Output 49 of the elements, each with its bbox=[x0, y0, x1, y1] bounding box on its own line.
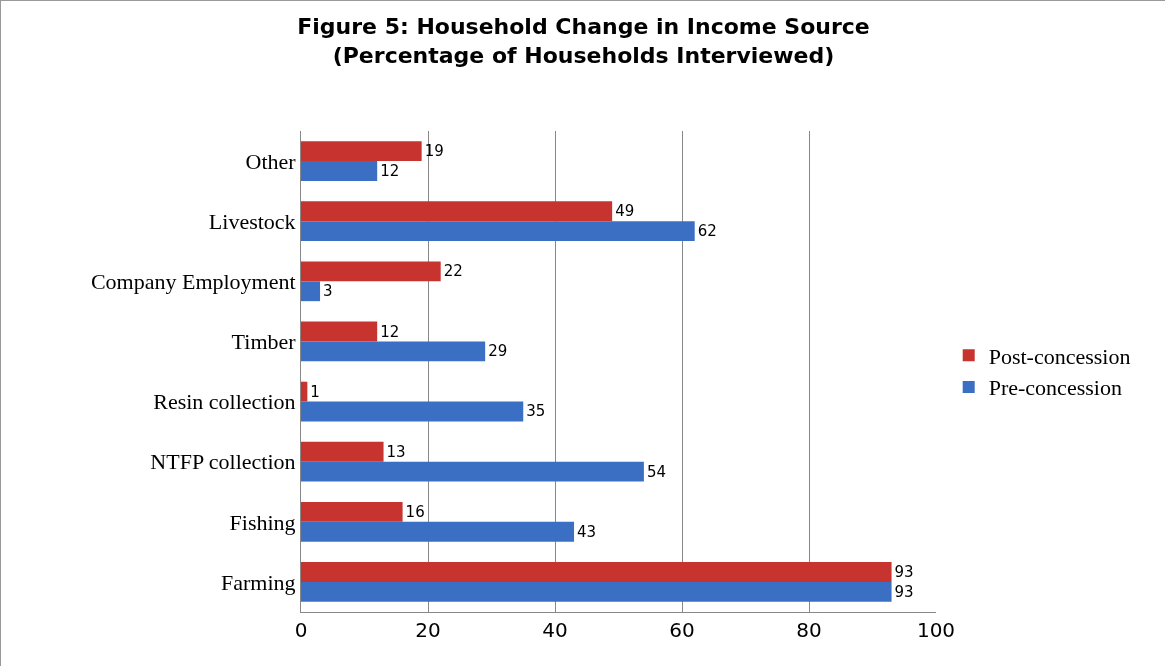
y-tick-label: Livestock bbox=[208, 208, 296, 234]
x-tick-label: 40 bbox=[542, 618, 568, 642]
data-label: 43 bbox=[577, 522, 597, 541]
x-tick-label: 20 bbox=[415, 618, 441, 642]
bar bbox=[301, 501, 403, 522]
data-label: 62 bbox=[697, 222, 717, 241]
x-tick-label: 100 bbox=[916, 618, 956, 642]
data-label: 13 bbox=[386, 442, 406, 461]
x-tick-label: 60 bbox=[669, 618, 695, 642]
bar bbox=[301, 562, 892, 582]
y-tick-label: Other bbox=[245, 148, 297, 174]
bar bbox=[301, 381, 308, 402]
bar bbox=[301, 221, 695, 242]
bar bbox=[301, 281, 321, 302]
data-label: 12 bbox=[380, 161, 400, 180]
chart-title: Figure 5: Household Change in Income Source (Percentage of Households Interviewed) bbox=[297, 14, 870, 68]
data-label: 1 bbox=[310, 382, 320, 401]
bar bbox=[301, 441, 384, 462]
data-label: 19 bbox=[424, 142, 444, 161]
data-label: 93 bbox=[894, 563, 914, 582]
data-label: 3 bbox=[323, 282, 333, 301]
data-label: 35 bbox=[526, 402, 546, 421]
x-tick-label: 0 bbox=[294, 618, 308, 642]
bar bbox=[301, 521, 575, 542]
data-label: 16 bbox=[405, 502, 425, 521]
bar bbox=[301, 141, 422, 162]
data-label: 93 bbox=[894, 582, 914, 601]
data-label: 54 bbox=[646, 462, 666, 481]
data-label: 29 bbox=[488, 342, 508, 361]
y-tick-label: Fishing bbox=[229, 509, 296, 535]
y-tick-label: Resin collection bbox=[153, 389, 296, 415]
data-label: 49 bbox=[615, 202, 635, 221]
bar bbox=[301, 201, 613, 222]
y-tick-label: Company Employment bbox=[90, 269, 296, 295]
bar bbox=[301, 161, 378, 181]
data-label: 12 bbox=[380, 322, 400, 341]
legend-label: Pre-concession bbox=[988, 375, 1122, 401]
y-tick-label: NTFP collection bbox=[150, 449, 296, 475]
legend-label: Post-concession bbox=[988, 343, 1131, 369]
bar bbox=[301, 341, 486, 362]
bar bbox=[301, 321, 378, 342]
bar bbox=[301, 581, 892, 602]
bar bbox=[301, 401, 524, 422]
x-tick-label: 80 bbox=[796, 618, 822, 642]
y-tick-label: Timber bbox=[231, 329, 297, 355]
y-tick-label: Farming bbox=[221, 569, 296, 595]
bar bbox=[301, 461, 644, 482]
data-label: 22 bbox=[443, 262, 463, 281]
bar bbox=[301, 261, 441, 282]
